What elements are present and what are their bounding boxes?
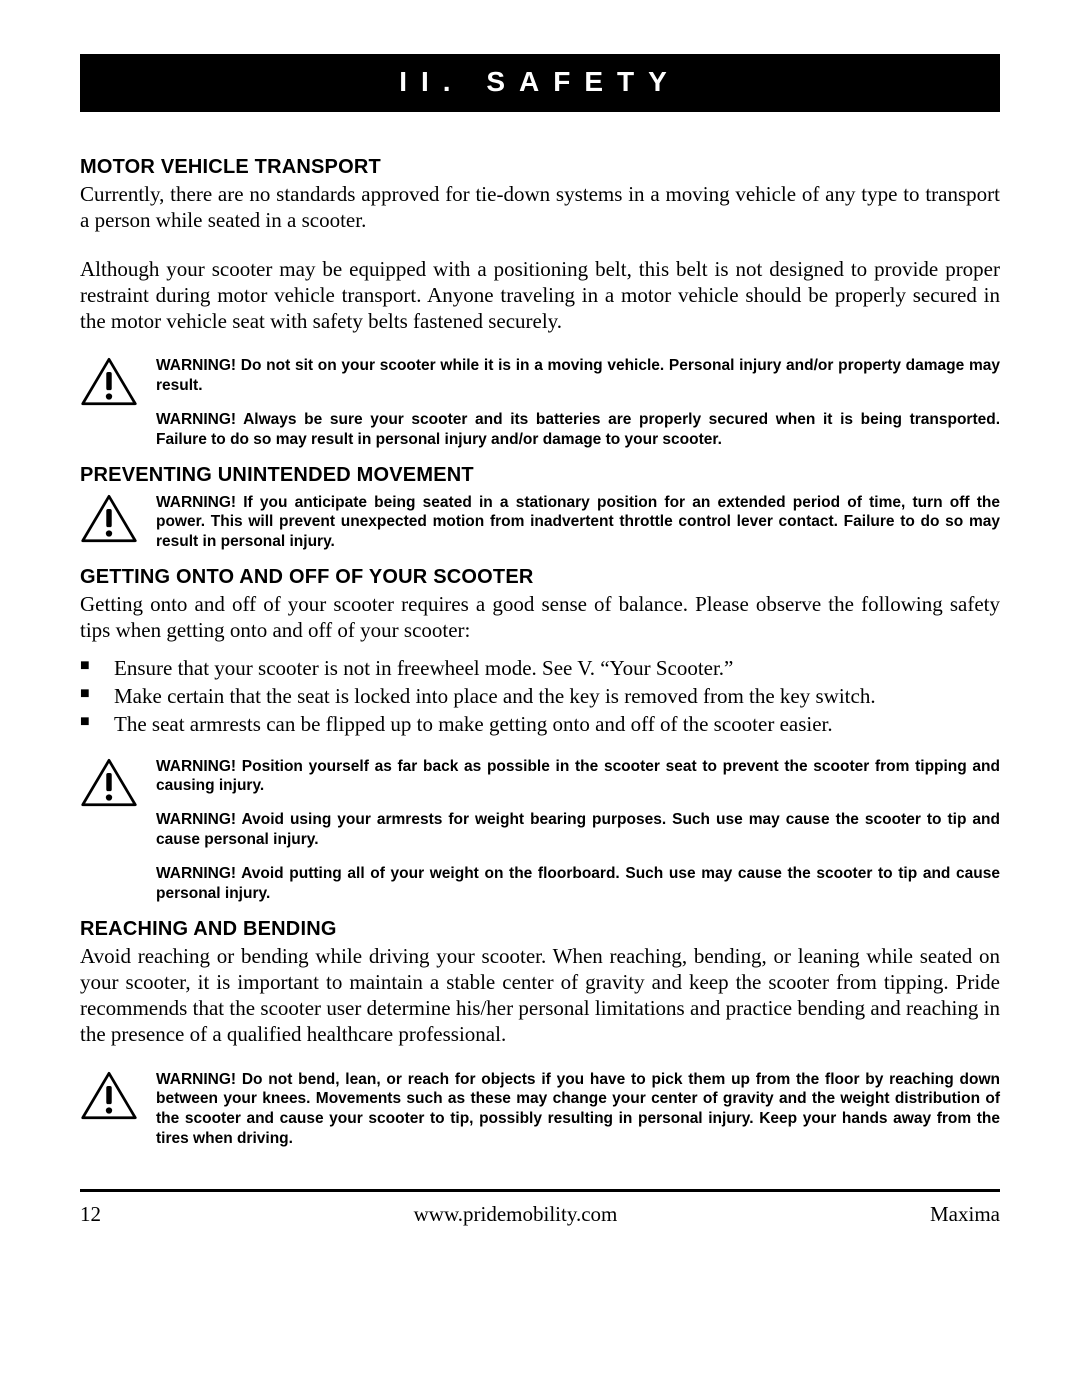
heading-motor-vehicle-transport: MOTOR VEHICLE TRANSPORT (80, 156, 1000, 179)
page-container: II. SAFETY MOTOR VEHICLE TRANSPORT Curre… (0, 0, 1080, 1267)
list-item: Make certain that the seat is locked int… (80, 682, 1000, 710)
bullet-list: Ensure that your scooter is not in freew… (80, 654, 1000, 739)
warning-text-group: WARNING! Do not bend, lean, or reach for… (156, 1070, 1000, 1149)
heading-preventing-unintended-movement: PREVENTING UNINTENDED MOVEMENT (80, 464, 1000, 487)
body-paragraph: Currently, there are no standards approv… (80, 181, 1000, 234)
list-item: The seat armrests can be flipped up to m… (80, 710, 1000, 738)
warning-text: WARNING! Do not bend, lean, or reach for… (156, 1070, 1000, 1149)
warning-text-group: WARNING! If you anticipate being seated … (156, 493, 1000, 552)
warning-text: WARNING! Avoid using your armrests for w… (156, 810, 1000, 850)
warning-text: WARNING! Always be sure your scooter and… (156, 410, 1000, 450)
warning-triangle-icon (80, 356, 138, 408)
body-paragraph: Avoid reaching or bending while driving … (80, 943, 1000, 1048)
page-footer: 12 www.pridemobility.com Maxima (80, 1202, 1000, 1227)
warning-block: WARNING! Position yourself as far back a… (80, 757, 1000, 904)
warning-triangle-icon (80, 757, 138, 809)
chapter-title-bar: II. SAFETY (80, 54, 1000, 112)
warning-triangle-icon (80, 493, 138, 545)
warning-block: WARNING! Do not bend, lean, or reach for… (80, 1070, 1000, 1149)
warning-text: WARNING! Do not sit on your scooter whil… (156, 356, 1000, 396)
body-paragraph: Getting onto and off of your scooter req… (80, 591, 1000, 644)
warning-text: WARNING! If you anticipate being seated … (156, 493, 1000, 552)
warning-text-group: WARNING! Do not sit on your scooter whil… (156, 356, 1000, 449)
footer-divider (80, 1189, 1000, 1192)
body-paragraph: Although your scooter may be equipped wi… (80, 256, 1000, 335)
footer-page-number: 12 (80, 1202, 101, 1227)
chapter-title-text: II. SAFETY (399, 66, 681, 97)
footer-model-name: Maxima (930, 1202, 1000, 1227)
heading-reaching-bending: REACHING AND BENDING (80, 918, 1000, 941)
heading-getting-onto-off: GETTING ONTO AND OFF OF YOUR SCOOTER (80, 566, 1000, 589)
warning-triangle-icon (80, 1070, 138, 1122)
warning-text: WARNING! Avoid putting all of your weigh… (156, 864, 1000, 904)
warning-text: WARNING! Position yourself as far back a… (156, 757, 1000, 797)
list-item: Ensure that your scooter is not in freew… (80, 654, 1000, 682)
warning-block: WARNING! If you anticipate being seated … (80, 493, 1000, 552)
warning-text-group: WARNING! Position yourself as far back a… (156, 757, 1000, 904)
footer-url: www.pridemobility.com (414, 1202, 618, 1227)
warning-block: WARNING! Do not sit on your scooter whil… (80, 356, 1000, 449)
